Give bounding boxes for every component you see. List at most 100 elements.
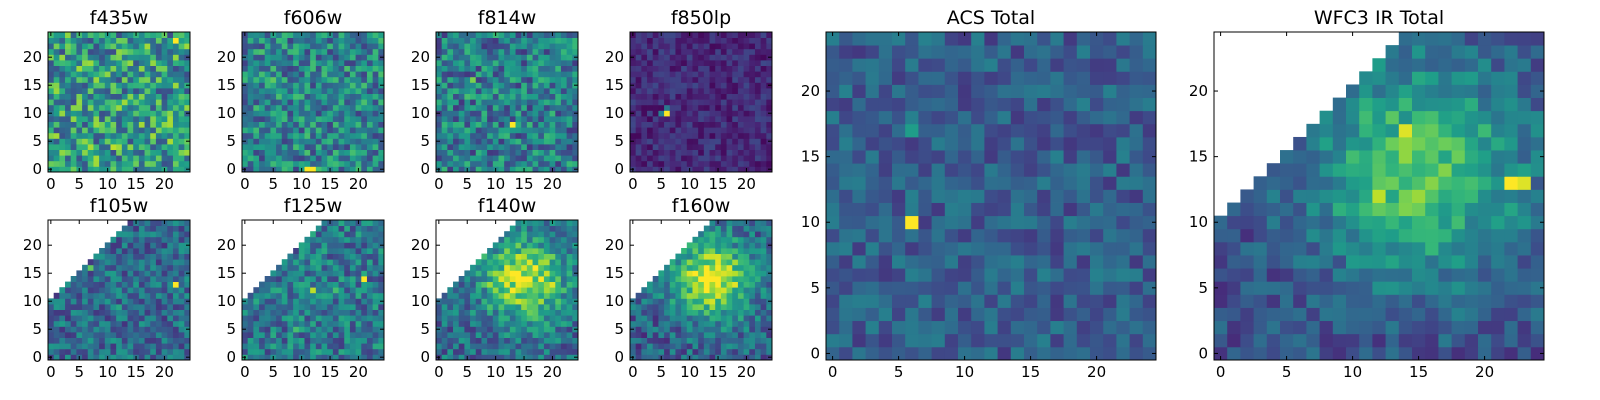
heatmap-cell [82,343,89,350]
heatmap-cell [487,337,494,344]
heatmap-cell [76,144,83,150]
heatmap-cell [560,220,568,226]
heatmap-cell [852,294,866,308]
heatmap-cell [532,32,539,38]
heatmap-cell [65,309,72,316]
heatmap-cell [560,270,568,277]
heatmap-cell [138,76,145,83]
heatmap-cell [658,276,665,282]
heatmap-cell [321,231,328,238]
heatmap-cell [110,270,117,277]
heatmap-cell [276,155,283,162]
heatmap-cell [521,82,528,89]
heatmap-cell [144,54,151,61]
heatmap-cell [310,65,317,72]
heatmap-cell [361,343,368,350]
heatmap-cell [242,149,249,156]
heatmap-cell [532,242,539,249]
heatmap-cell [475,43,482,50]
heatmap-cell [560,121,568,128]
heatmap-cell [709,281,716,288]
heatmap-cell [641,348,648,355]
heatmap-cell [338,292,345,299]
heatmap-cell [732,236,739,243]
heatmap-cell [310,166,317,173]
heatmap-cell [453,149,460,156]
heatmap-cell [161,315,168,322]
heatmap-cell [121,160,128,167]
heatmap-cell [635,99,642,106]
heatmap-cell [110,48,117,55]
heatmap-cell [760,292,767,299]
heatmap-cell [698,236,705,243]
heatmap-cell [766,253,773,260]
heatmap-cell [686,287,693,294]
heatmap-cell [532,264,539,271]
heatmap-cell [543,259,550,266]
heatmap-cell [293,93,300,100]
heatmap-cell [441,48,448,55]
heatmap-cell [184,343,191,350]
heatmap-cell [749,276,756,282]
heatmap-cells [630,220,773,361]
heatmap-cell [87,337,94,344]
heatmap-cell [121,82,128,89]
heatmap-cell [532,259,539,266]
heatmap-cell [647,326,654,333]
heatmap-cell [766,225,773,232]
heatmap-cell [366,220,374,226]
heatmap-cell [127,220,134,226]
heatmap-cell [184,121,191,128]
heatmap-cell [515,60,522,66]
heatmap-cell [315,43,322,50]
heatmap-cell [669,315,676,322]
heatmap-cell [931,307,946,322]
heatmap-cell [315,32,322,38]
heatmap-cell [361,93,368,100]
heatmap-cell [743,138,750,145]
heatmap-cell [161,236,168,243]
heatmap-cell [178,60,185,66]
heatmap-cell [504,104,511,111]
heatmap-cell [441,127,448,134]
heatmap-cell [133,270,140,277]
heatmap-cell [270,309,277,316]
heatmap-cell [458,99,465,106]
heatmap-cell [93,104,100,111]
heatmap-cell [447,32,454,38]
heatmap-cell [635,76,642,83]
heatmap-cell [515,54,522,61]
heatmap-cell [754,65,762,72]
heatmap-cell [766,281,773,288]
heatmap-cell [686,292,693,299]
heatmap-cell [53,60,60,66]
heatmap-cell [526,76,533,83]
heatmap-cell [635,71,642,78]
heatmap-cell [635,326,642,333]
heatmap-cell [349,60,356,66]
heatmap-cell [1076,320,1091,335]
heatmap-cell [852,333,866,348]
heatmap-cell [76,127,83,134]
heatmap-cell [720,138,727,145]
heatmap-cell [378,253,385,260]
heatmap-cell [287,37,294,44]
heatmap-cell [971,333,985,348]
heatmap-cell [726,276,733,282]
heatmap-cell [82,132,89,139]
heatmap-cell [65,71,72,78]
heatmap-cell [178,264,185,271]
y-tick-label: 0 [420,160,430,178]
heatmap-cell [138,82,145,89]
heatmap-cells [48,32,191,173]
heatmap-cell [453,37,460,44]
heatmap-cell [681,104,688,111]
heatmap-cell [720,37,727,44]
heatmap-cell [344,166,351,173]
heatmap-cell [555,326,562,333]
heatmap-cell [378,337,385,344]
heatmap-cell [658,155,665,162]
x-tick-label: 20 [543,175,562,193]
heatmap-cell [737,155,744,162]
heatmap-cell [270,88,277,94]
